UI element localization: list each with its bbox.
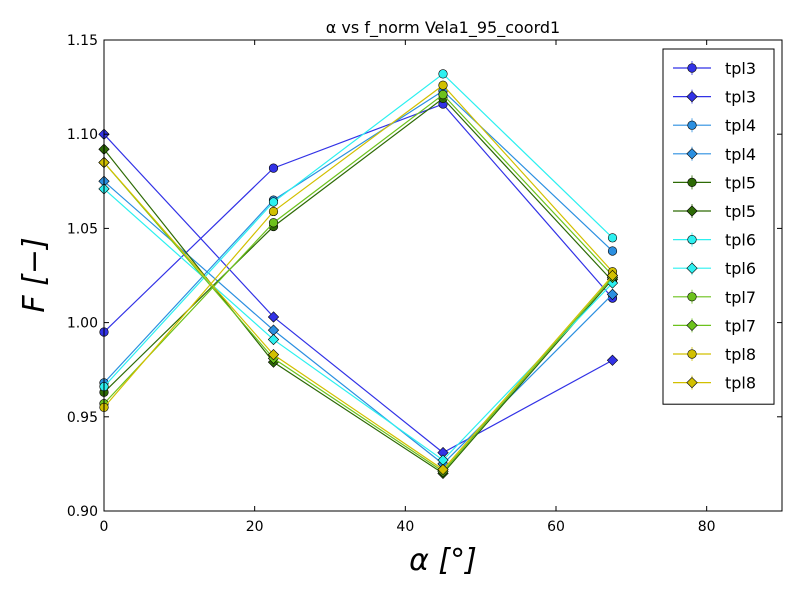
y-tick-label: 1.10 bbox=[67, 127, 98, 143]
legend-item: tpl5 bbox=[673, 202, 756, 221]
series-line bbox=[103, 84, 613, 408]
legend: tpl3 tpl3 tpl4 tpl4 tpl5 tpl5 tpl6 tpl6 tpl7 tpl7… bbox=[662, 48, 775, 405]
legend-item: tpl4 bbox=[673, 145, 756, 164]
legend-item: tpl5 bbox=[673, 173, 756, 192]
series-line bbox=[103, 93, 613, 405]
series-tpl5-diamond bbox=[98, 143, 619, 479]
legend-marker bbox=[686, 90, 698, 103]
legend-label: tpl6 bbox=[725, 231, 756, 250]
legend-marker bbox=[686, 262, 698, 274]
series-line bbox=[103, 133, 613, 454]
data-point bbox=[606, 269, 619, 282]
series-line bbox=[103, 148, 613, 475]
x-tick-label: 60 bbox=[547, 519, 565, 535]
data-point bbox=[438, 90, 448, 100]
legend-label: tpl7 bbox=[725, 316, 756, 335]
x-tick-label: 80 bbox=[698, 519, 716, 535]
x-tick-label: 40 bbox=[396, 519, 414, 535]
series-line bbox=[103, 188, 613, 461]
legend-item: tpl6 bbox=[673, 259, 756, 278]
legend-label: tpl7 bbox=[725, 288, 756, 307]
legend-marker bbox=[687, 177, 697, 187]
data-point bbox=[268, 163, 279, 173]
legend-label: tpl8 bbox=[725, 374, 756, 393]
y-tick-label: 1.15 bbox=[67, 33, 98, 49]
series-line bbox=[103, 162, 613, 473]
legend-item: tpl3 bbox=[673, 88, 756, 107]
series-line bbox=[103, 162, 613, 471]
series-tpl6-circle bbox=[99, 69, 618, 392]
x-axis: 0 20 40 60 80 bbox=[100, 40, 716, 535]
legend-item: tpl6 bbox=[673, 231, 756, 250]
y-tick-label: 0.90 bbox=[67, 504, 98, 520]
series-line bbox=[103, 73, 613, 388]
y-axis: 0.90 0.95 1.00 1.05 1.10 1.15 bbox=[67, 33, 782, 520]
data-point bbox=[268, 197, 279, 207]
series-tpl8-diamond bbox=[98, 156, 619, 476]
x-tick-label: 0 bbox=[100, 519, 109, 535]
series-tpl3-diamond bbox=[98, 128, 619, 459]
data-point bbox=[607, 246, 618, 256]
legend-item: tpl4 bbox=[673, 116, 756, 135]
x-axis-label: α [°] bbox=[409, 543, 477, 578]
legend-item: tpl7 bbox=[673, 288, 756, 307]
legend-marker bbox=[687, 292, 697, 302]
data-point bbox=[268, 206, 279, 217]
data-point bbox=[268, 218, 279, 228]
legend-marker bbox=[686, 376, 698, 389]
legend-label: tpl5 bbox=[725, 173, 756, 192]
data-point bbox=[267, 333, 280, 346]
series-tpl6-diamond bbox=[98, 183, 619, 466]
legend-item: tpl3 bbox=[673, 59, 756, 78]
y-axis-label: F [−] bbox=[17, 237, 52, 312]
y-tick-label: 1.05 bbox=[67, 221, 98, 237]
data-point bbox=[438, 80, 448, 90]
y-tick-label: 0.95 bbox=[67, 410, 98, 426]
series-tpl7-diamond bbox=[98, 156, 619, 478]
plot-area bbox=[98, 69, 619, 479]
legend-label: tpl3 bbox=[725, 59, 756, 78]
legend-marker bbox=[686, 205, 698, 217]
data-point bbox=[437, 463, 449, 476]
legend-marker bbox=[687, 349, 697, 359]
chart-title: α vs f_norm Vela1_95_coord1 bbox=[326, 18, 560, 38]
legend-item: tpl7 bbox=[673, 316, 756, 335]
legend-label: tpl8 bbox=[725, 345, 756, 364]
legend-item: tpl8 bbox=[673, 374, 756, 393]
series-tpl3-circle bbox=[99, 99, 618, 337]
legend-label: tpl5 bbox=[725, 202, 756, 221]
legend-marker bbox=[686, 148, 698, 160]
series-line bbox=[103, 103, 613, 333]
legend-marker bbox=[686, 319, 698, 332]
data-point bbox=[267, 311, 280, 323]
legend-label: tpl4 bbox=[725, 145, 756, 164]
legend-label: tpl4 bbox=[725, 116, 756, 135]
series-line bbox=[103, 90, 613, 384]
data-point bbox=[607, 233, 618, 243]
legend-box bbox=[662, 48, 775, 405]
data-point bbox=[606, 288, 619, 300]
data-point bbox=[606, 354, 619, 366]
legend-marker bbox=[687, 235, 697, 245]
legend-marker bbox=[687, 120, 697, 130]
y-tick-label: 1.00 bbox=[67, 316, 98, 332]
data-point bbox=[267, 349, 280, 361]
x-tick-label: 20 bbox=[246, 519, 264, 535]
series-tpl4-circle bbox=[99, 86, 618, 388]
plot-frame bbox=[103, 39, 783, 512]
legend-marker bbox=[687, 63, 697, 73]
legend-label: tpl3 bbox=[725, 88, 756, 107]
legend-label: tpl6 bbox=[725, 259, 756, 278]
legend-item: tpl8 bbox=[673, 345, 756, 364]
data-point bbox=[438, 69, 448, 79]
